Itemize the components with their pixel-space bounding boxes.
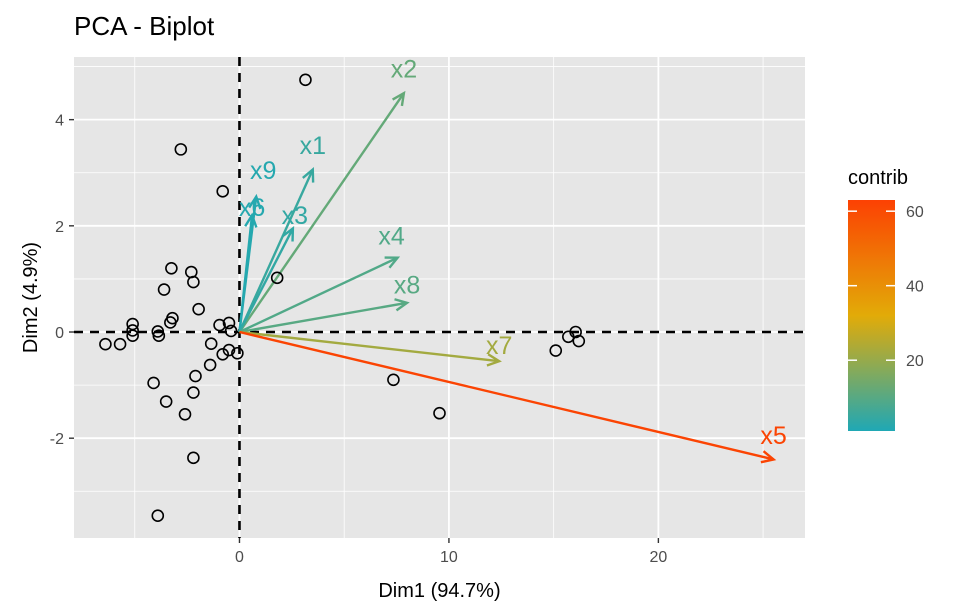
observation-point xyxy=(126,324,139,337)
variable-label-x9: x9 xyxy=(250,157,276,185)
observation-point xyxy=(216,348,230,361)
observation-point xyxy=(222,343,236,357)
observation-point xyxy=(178,407,192,421)
observation-point xyxy=(224,324,238,338)
arrow-x6 xyxy=(238,215,254,333)
observation-point xyxy=(270,271,284,285)
arrowhead-x2 xyxy=(392,90,406,107)
grid-minor xyxy=(74,57,805,538)
reference-lines xyxy=(74,57,805,538)
x-axis-title: Dim1 (94.7%) xyxy=(378,580,500,602)
arrowhead-x5 xyxy=(760,450,777,464)
variable-label-x8: x8 xyxy=(394,271,420,299)
arrow-x5 xyxy=(239,330,774,461)
observation-point xyxy=(299,73,312,87)
observation-point xyxy=(213,318,226,332)
arrow-x3 xyxy=(238,227,294,333)
variable-labels: x2 x1 x9 x6 x3 x4 x8 x7 x5 xyxy=(239,56,787,450)
chart-title: PCA - Biplot xyxy=(74,11,215,41)
arrow-x7 xyxy=(239,330,500,363)
observation-point xyxy=(113,337,127,351)
observation-point xyxy=(126,329,139,343)
legend-tick-label: 20 xyxy=(906,353,924,370)
arrowhead-x8 xyxy=(394,298,410,312)
variable-label-x1: x1 xyxy=(300,132,326,160)
observation-point xyxy=(151,509,165,523)
x-tick-label: 20 xyxy=(649,549,667,566)
x-tick-label: 0 xyxy=(235,549,244,566)
y-tick-label: 0 xyxy=(55,325,64,342)
observation-point xyxy=(174,143,188,156)
arrowhead-x3 xyxy=(281,226,295,242)
observation-point xyxy=(204,337,218,350)
arrowhead-x6 xyxy=(244,212,258,228)
legend-tick-label: 60 xyxy=(906,204,924,221)
legend-tick-label: 40 xyxy=(906,279,924,296)
observation-point xyxy=(187,275,200,289)
observation-point xyxy=(549,344,563,357)
variable-arrows xyxy=(238,90,777,464)
x-axis-ticks: 0 10 20 xyxy=(235,538,667,566)
legend-title: contrib xyxy=(848,167,908,189)
y-axis-title: Dim2 (4.9%) xyxy=(20,242,42,353)
variable-label-x2: x2 xyxy=(391,56,417,84)
y-tick-label: -2 xyxy=(50,431,64,448)
observation-point xyxy=(231,346,244,360)
arrowhead-x4 xyxy=(384,256,401,269)
observation-point xyxy=(187,386,200,399)
observation-point xyxy=(216,185,230,198)
observation-point xyxy=(187,451,200,465)
legend: contrib 20 40 60 xyxy=(848,167,924,431)
observation-point xyxy=(152,329,166,343)
arrowhead-x9 xyxy=(248,193,262,210)
variable-label-x7: x7 xyxy=(486,332,512,360)
arrow-x4 xyxy=(238,256,399,334)
observation-point xyxy=(147,376,160,390)
observation-point xyxy=(157,283,171,296)
observation-point xyxy=(159,395,173,408)
y-tick-label: 4 xyxy=(55,113,64,130)
y-axis-ticks: -2 0 2 4 xyxy=(50,113,74,448)
observation-point xyxy=(203,358,217,372)
variable-label-x3: x3 xyxy=(282,202,308,230)
x-tick-label: 10 xyxy=(440,549,458,566)
arrow-x1 xyxy=(238,169,314,333)
arrowhead-x7 xyxy=(486,353,502,367)
variable-label-x6: x6 xyxy=(239,194,265,222)
arrow-x2 xyxy=(238,92,405,333)
observation-point xyxy=(572,334,586,348)
arrowhead-x1 xyxy=(302,167,315,183)
plot-panel xyxy=(74,57,805,538)
observation-point xyxy=(433,406,446,420)
observation-point xyxy=(189,369,202,383)
observation-point xyxy=(166,311,179,325)
variable-label-x5: x5 xyxy=(760,422,786,450)
legend-colorbar xyxy=(848,200,895,431)
observation-points xyxy=(99,73,586,523)
observation-point xyxy=(192,302,205,316)
variable-label-x4: x4 xyxy=(378,222,405,250)
observation-point xyxy=(387,373,400,387)
observation-point xyxy=(222,316,236,330)
y-tick-label: 2 xyxy=(55,219,64,236)
observation-point xyxy=(99,337,112,351)
arrow-x8 xyxy=(239,301,408,334)
observation-point xyxy=(165,262,178,275)
legend-ticks: 20 40 60 xyxy=(848,204,924,370)
